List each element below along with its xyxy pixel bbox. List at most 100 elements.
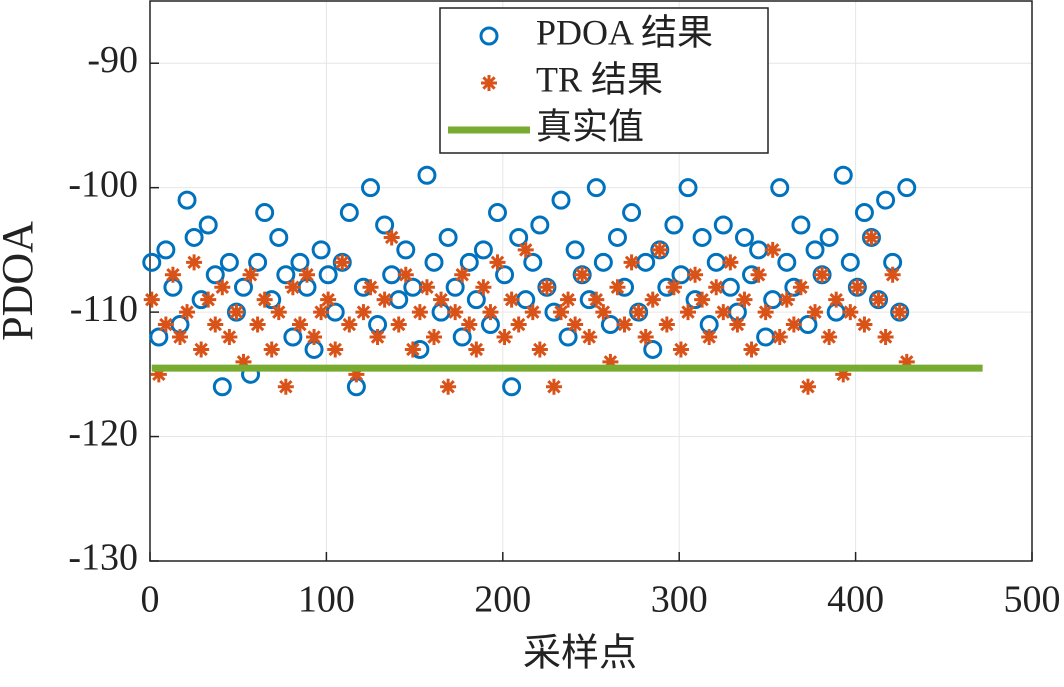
point [757,304,774,321]
point [171,329,188,345]
point [283,327,303,347]
point [269,227,289,247]
point [574,266,591,283]
point [720,277,740,297]
point [205,265,225,285]
point [750,266,767,283]
point [355,304,372,321]
point [792,279,809,296]
point [361,178,380,198]
point [348,366,365,383]
point [651,241,668,258]
point [706,252,726,272]
point [382,265,402,285]
point [179,304,196,321]
y-tick-label: -90 [87,39,138,81]
point [306,329,323,345]
point [665,279,682,296]
point [756,327,776,347]
point [214,279,231,296]
point [854,203,874,223]
point [616,316,633,333]
point [489,254,506,271]
point [586,178,606,198]
point [452,327,472,347]
point [164,266,181,283]
point [833,165,853,185]
point [840,252,860,272]
point [242,266,259,283]
point [799,378,816,395]
point [863,229,880,246]
point [411,304,428,321]
point [814,266,831,283]
point [722,254,739,271]
point [778,291,795,308]
point [433,291,450,308]
point [150,366,167,383]
point [692,227,712,247]
point [531,341,548,358]
point [362,279,379,296]
point [560,291,577,308]
point [143,291,160,308]
point [805,240,825,260]
point [602,353,619,370]
x-tick-label: 200 [474,579,531,621]
point [694,291,711,308]
point [545,378,562,395]
x-tick-label: 300 [651,579,708,621]
point [459,252,479,272]
point [397,266,414,283]
point [749,240,769,260]
point [856,316,873,333]
point [764,241,781,258]
point [249,316,266,333]
point [248,252,268,272]
point [581,329,598,345]
point [228,304,245,321]
point [678,178,698,198]
point [897,178,917,198]
legend-label: TR 结果 [536,59,663,99]
y-tick-label: -120 [68,412,138,454]
point [454,266,471,283]
point [588,291,605,308]
point [438,227,458,247]
point [664,215,684,235]
point [212,377,232,397]
point [496,329,513,345]
point [475,279,492,296]
legend-swatch [479,26,499,46]
point [404,341,421,358]
point [263,341,280,358]
point [193,341,210,358]
point [524,304,541,321]
point [186,254,203,271]
point [828,291,845,308]
point [558,327,578,347]
point [341,316,358,333]
point [743,341,760,358]
point [468,341,485,358]
point [396,240,416,260]
point [221,329,238,345]
point [530,215,550,235]
point [440,378,457,395]
point [503,291,520,308]
point [284,279,301,296]
y-tick-label: -100 [68,163,138,205]
point [255,203,275,223]
point [502,377,522,397]
x-axis-label: 采样点 [523,633,637,675]
point [219,252,239,272]
point [290,252,310,272]
y-tick-label: -110 [70,288,138,330]
point [636,252,656,272]
point [713,215,733,235]
point [334,254,351,271]
point [835,366,852,383]
point [207,316,224,333]
x-tick-label: 400 [827,579,884,621]
